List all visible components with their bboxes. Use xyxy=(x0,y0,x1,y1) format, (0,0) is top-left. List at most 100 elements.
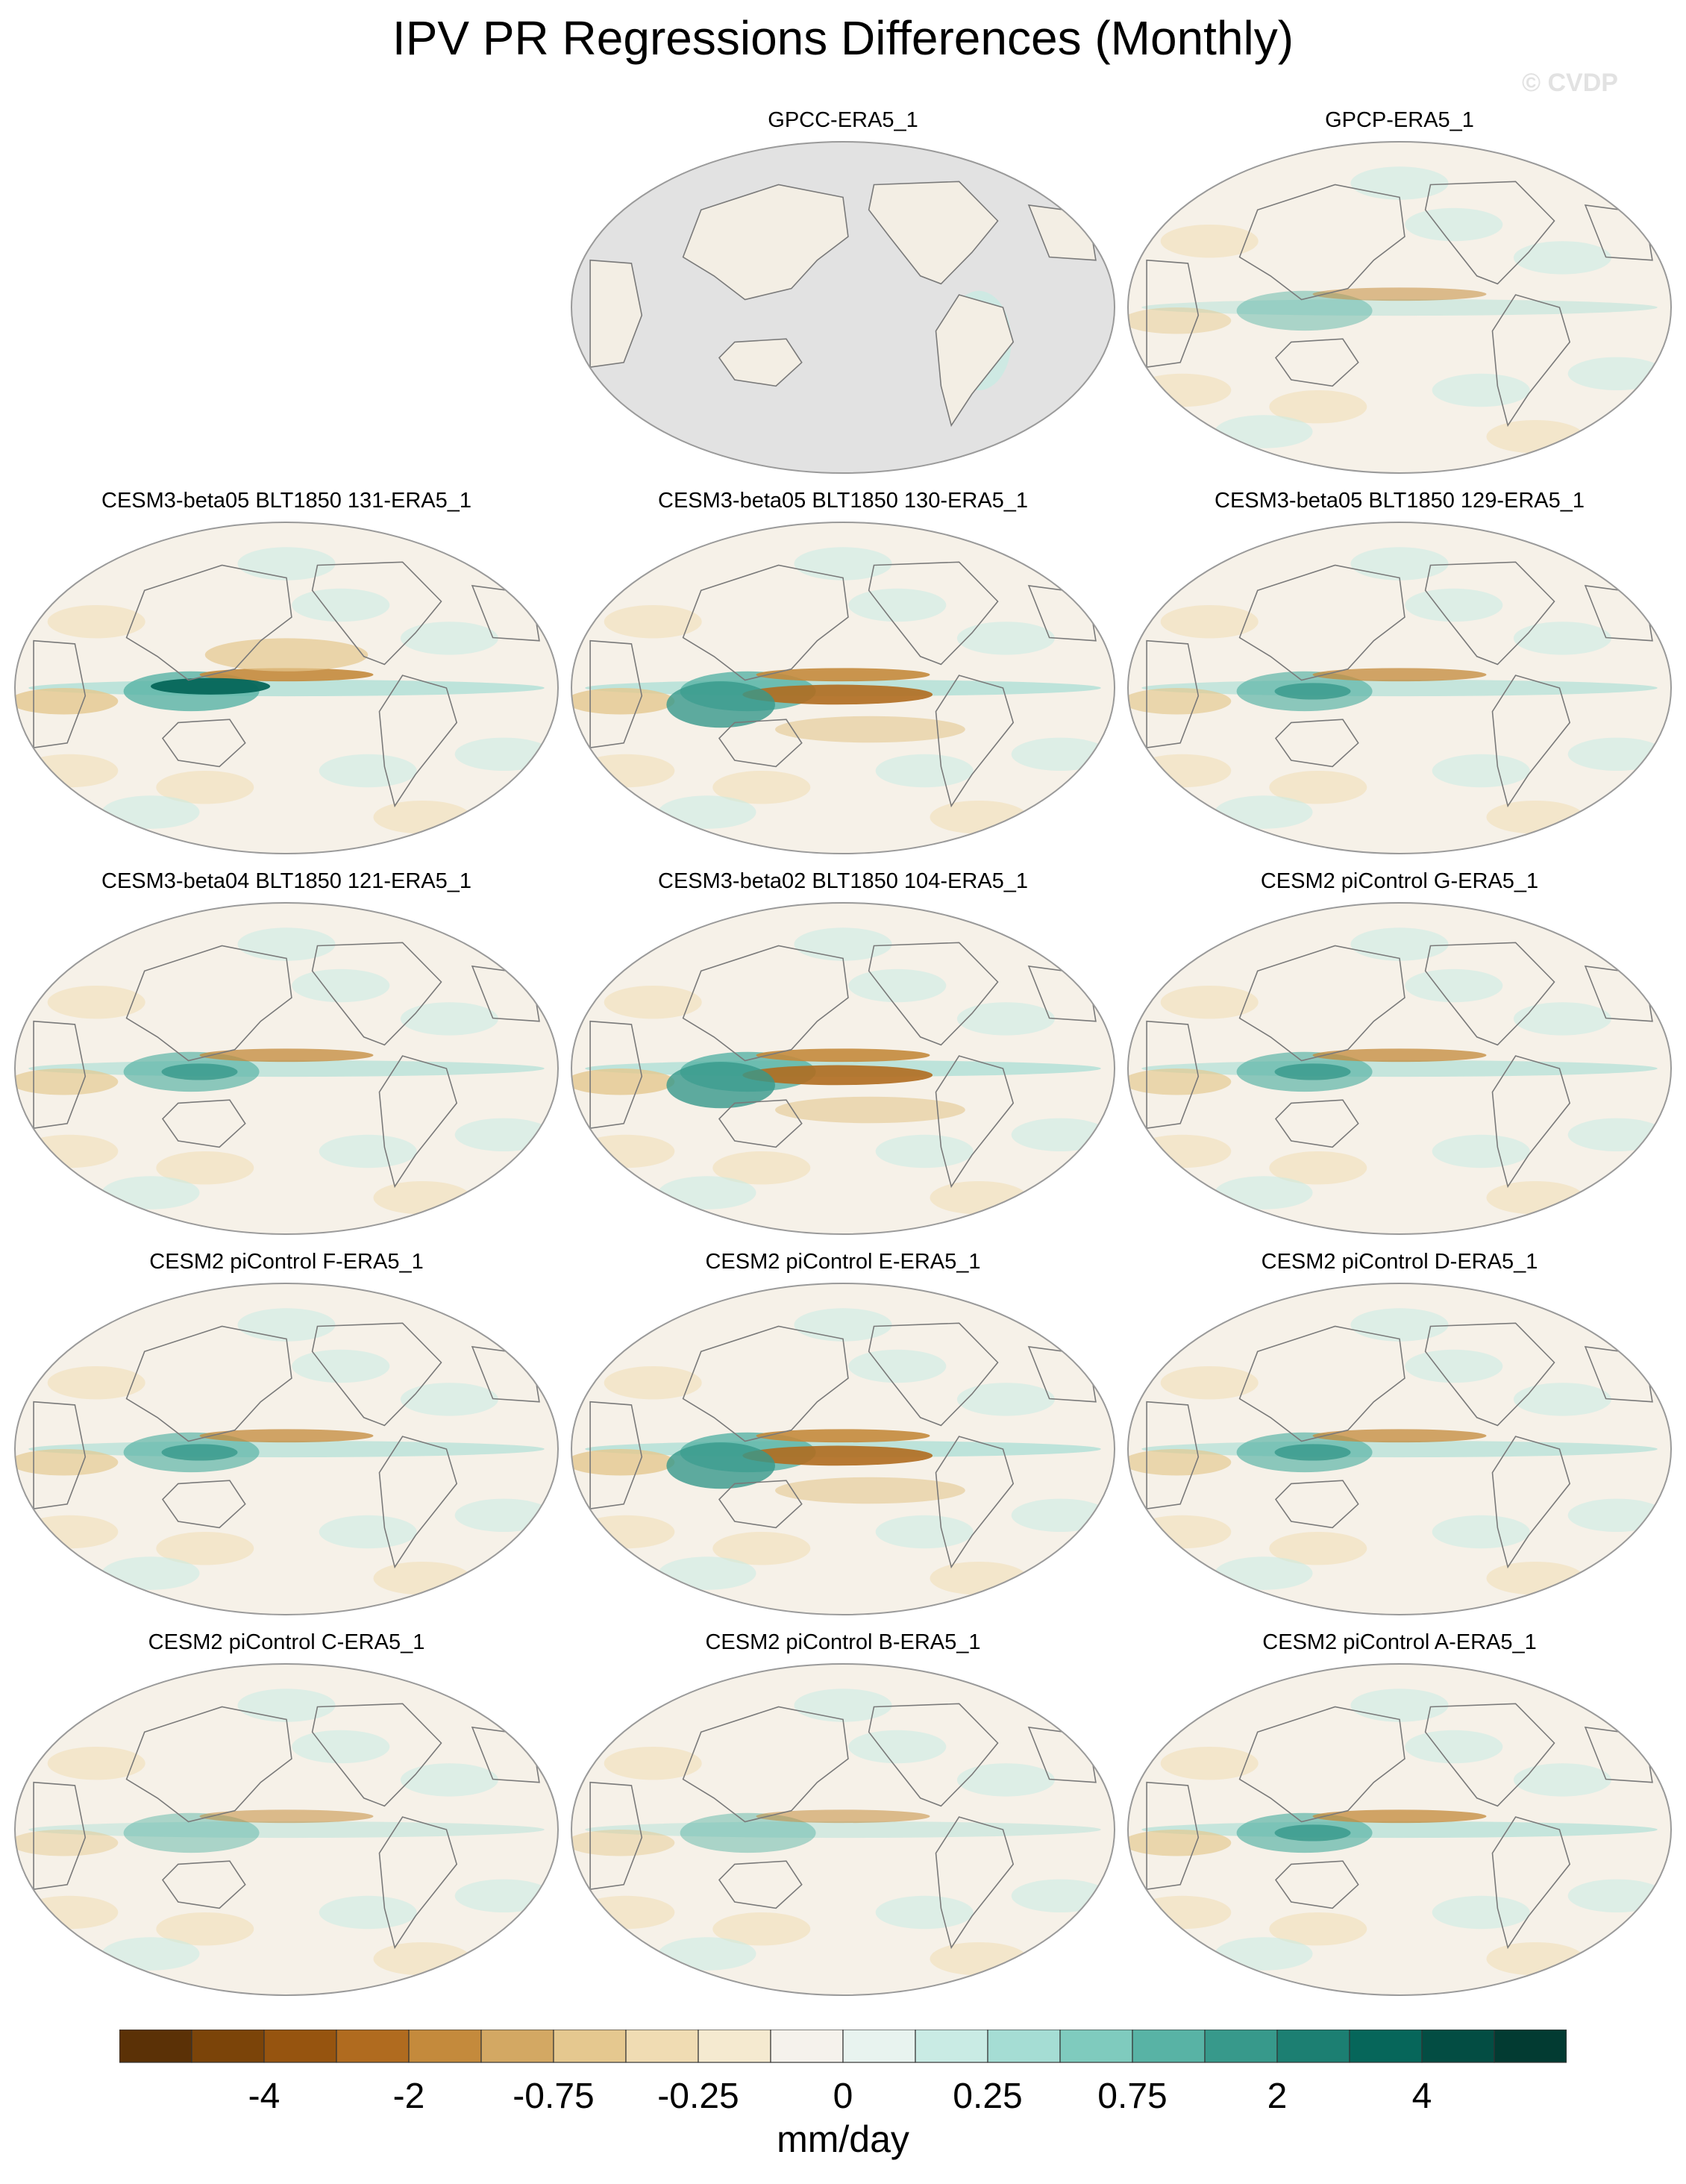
coastline-asia xyxy=(125,564,292,681)
anomaly-patch xyxy=(1215,1176,1313,1210)
globe-outline xyxy=(1127,141,1672,474)
coastline-namerica xyxy=(1424,561,1555,666)
anomaly-patch xyxy=(1405,1349,1503,1383)
coastline-asia xyxy=(1238,564,1405,681)
indian-ocean-dry-anomaly xyxy=(571,1449,675,1476)
globe-outline xyxy=(14,522,559,854)
anomaly-patch xyxy=(319,1515,417,1549)
anomaly-patch xyxy=(1350,1308,1449,1342)
colorbar-tick-label: -0.25 xyxy=(657,2077,739,2116)
panel-title: CESM2 piControl E-ERA5_1 xyxy=(705,1250,981,1274)
anomaly-patch xyxy=(1269,390,1367,424)
coastline-australia xyxy=(161,1099,246,1148)
anomaly-patch xyxy=(956,1383,1055,1416)
anomaly-patch xyxy=(1405,207,1503,242)
anomaly-patch xyxy=(712,1912,811,1946)
anomaly-patch xyxy=(47,605,145,639)
anomaly-patch xyxy=(1011,1118,1109,1151)
anomaly-patch xyxy=(400,622,498,655)
anomaly-patch xyxy=(292,1349,390,1383)
coastline-australia xyxy=(718,1099,803,1148)
map-panel: CESM2 piControl F-ERA5_1 xyxy=(12,1250,561,1615)
west-pacific-wet-core xyxy=(1274,1824,1351,1842)
anomaly-patch xyxy=(658,795,756,829)
pacific-dry-band xyxy=(199,668,374,682)
colorbar-tick-label: -0.75 xyxy=(513,2077,595,2116)
anomaly-patch xyxy=(400,1763,498,1797)
coastline-australia xyxy=(718,719,803,768)
coastline-africa xyxy=(33,1401,87,1510)
globe-map xyxy=(1127,522,1672,854)
colorbar-segment xyxy=(1276,2030,1350,2063)
colorbar-segment xyxy=(480,2030,554,2063)
anomaly-patch xyxy=(604,986,702,1019)
anomaly-patch xyxy=(319,754,417,788)
coastline-asia xyxy=(125,945,292,1062)
coastline-africa xyxy=(589,1020,643,1130)
anomaly-patch xyxy=(1513,1002,1611,1036)
panel-title: CESM3-beta04 BLT1850 121-ERA5_1 xyxy=(101,869,471,893)
colorbar-segment xyxy=(553,2030,627,2063)
coastline-asia xyxy=(125,1325,292,1442)
anomaly-patch xyxy=(1133,1895,1232,1930)
coastline-australia xyxy=(1274,719,1359,768)
coastline-samerica xyxy=(1491,675,1571,808)
anomaly-patch xyxy=(1215,795,1313,829)
coastline-africa xyxy=(589,259,643,369)
colorbar-tick-label: -4 xyxy=(248,2077,281,2116)
anomaly-patch xyxy=(47,1747,145,1780)
anomaly-patch xyxy=(20,1895,119,1930)
globe-map xyxy=(571,141,1115,474)
anomaly-patch xyxy=(156,1151,254,1185)
pacific-dry-band xyxy=(756,1048,930,1063)
west-pacific-wet-core xyxy=(1274,1444,1351,1461)
coastline-australia xyxy=(1274,1480,1359,1529)
colorbar-segment xyxy=(1132,2030,1206,2063)
globe-outline xyxy=(571,522,1115,854)
anomaly-patch xyxy=(577,1515,675,1549)
anomaly-patch xyxy=(577,1895,675,1930)
map-panel: CESM2 piControl D-ERA5_1 xyxy=(1125,1250,1674,1615)
indian-ocean-dry-anomaly xyxy=(1128,1830,1232,1856)
west-pacific-wet-core xyxy=(161,1444,238,1461)
pacific-dry-band xyxy=(1312,1809,1487,1824)
coastline-namerica xyxy=(868,942,999,1046)
colorbar-segment xyxy=(119,2030,192,2063)
anomaly-patch xyxy=(1269,1532,1367,1565)
coastline-samerica xyxy=(1491,1055,1571,1189)
globe-map xyxy=(1127,1663,1672,1996)
anomaly-patch xyxy=(1567,1498,1666,1532)
anomaly-patch xyxy=(156,1532,254,1565)
coastline-australia xyxy=(1274,1860,1359,1909)
coastline-namerica xyxy=(1424,1703,1555,1807)
globe-outline xyxy=(1127,1663,1672,1996)
west-pacific-wet-core xyxy=(150,678,271,695)
anomaly-patch xyxy=(454,1879,553,1912)
anomaly-patch xyxy=(1133,1515,1232,1549)
coastline-samerica xyxy=(935,1055,1015,1189)
anomaly-patch xyxy=(658,1937,756,1971)
anomaly-patch xyxy=(1160,986,1259,1019)
anomaly-patch xyxy=(794,547,892,581)
anomaly-patch xyxy=(101,1176,200,1210)
anomaly-patch xyxy=(1567,1879,1666,1912)
anomaly-patch xyxy=(1160,225,1259,258)
maritime-continent-anomaly xyxy=(680,1812,816,1853)
maritime-continent-anomaly xyxy=(123,1812,260,1853)
globe-outline xyxy=(1127,902,1672,1235)
central-pacific-dry-core xyxy=(742,1445,933,1466)
anomaly-patch xyxy=(20,1134,119,1168)
map-panel: CESM2 piControl C-ERA5_1 xyxy=(12,1630,561,1996)
coastline-samerica xyxy=(935,675,1015,808)
anomaly-patch xyxy=(454,1498,553,1532)
anomaly-patch xyxy=(1215,415,1313,448)
anomaly-patch xyxy=(577,754,675,788)
pacific-dry-band xyxy=(1312,668,1487,682)
anomaly-patch xyxy=(658,1556,756,1590)
indian-ocean-dry-anomaly xyxy=(571,1830,675,1856)
pacific-dry-band xyxy=(199,1048,374,1063)
panel-title: CESM2 piControl F-ERA5_1 xyxy=(149,1250,424,1274)
anomaly-patch xyxy=(1513,1383,1611,1416)
coastline-australia xyxy=(718,1480,803,1529)
coastline-asia xyxy=(125,1706,292,1823)
